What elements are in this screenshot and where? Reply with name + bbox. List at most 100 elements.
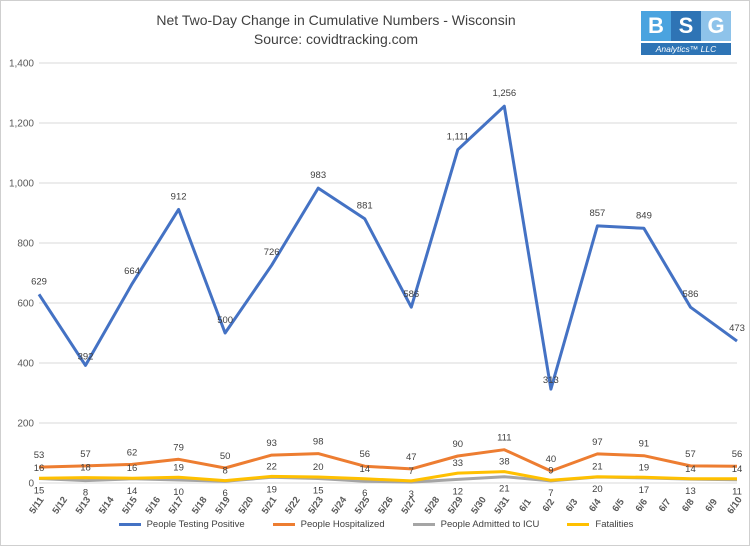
data-label: 14 [732,464,743,475]
x-tick-label: 5/22 [283,495,303,516]
legend-swatch [412,523,435,526]
x-tick-label: 6/6 [634,497,651,514]
logo-letter-s: S [671,11,701,41]
data-label: 7 [548,488,553,499]
chart-title: Net Two-Day Change in Cumulative Numbers… [156,12,516,28]
data-label: 629 [31,276,47,287]
x-tick-label: 6/10 [725,495,745,516]
data-label: 33 [453,458,464,469]
data-label: 57 [685,449,696,460]
logo-letter-g: G [701,11,731,41]
data-label: 664 [124,266,140,277]
y-tick-label: 0 [28,479,34,490]
x-tick-label: 5/15 [120,494,140,516]
data-label: 21 [592,462,603,473]
data-label: 15 [34,486,45,497]
x-tick-label: 5/31 [492,494,512,516]
legend-item: People Hospitalized [272,519,385,530]
data-label: 857 [589,208,605,219]
x-tick-label: 5/16 [143,495,163,516]
legend-label: Fatalities [595,519,634,530]
data-label: 20 [592,484,603,495]
y-tick-label: 1,200 [9,119,34,130]
x-tick-label: 5/24 [330,494,350,516]
data-label: 313 [543,375,559,386]
y-tick-label: 800 [17,239,34,250]
x-tick-label: 6/9 [703,497,720,514]
data-label: 91 [639,439,650,450]
data-label: 1,111 [447,132,469,143]
data-label: 111 [497,433,511,444]
legend-swatch [272,523,295,526]
data-label: 912 [171,191,187,202]
x-tick-label: 5/23 [306,495,326,516]
y-tick-label: 600 [17,299,34,310]
data-label: 3 [409,489,414,500]
x-tick-label: 5/20 [237,495,257,516]
x-tick-label: 5/18 [190,495,210,516]
data-label: 16 [127,463,138,474]
x-tick-label: 6/2 [541,497,558,514]
chart-subtitle: Source: covidtracking.com [253,31,419,47]
x-tick-label: 5/30 [469,495,489,516]
x-tick-label: 6/5 [610,496,627,514]
data-label: 726 [264,247,280,258]
y-tick-label: 200 [17,419,34,430]
data-label: 22 [266,461,277,472]
legend-label: People Hospitalized [300,519,385,530]
legend-item: People Admitted to ICU [412,519,540,530]
data-label: 47 [406,452,417,463]
data-label: 79 [173,442,184,453]
data-label: 18 [80,463,91,474]
data-label: 881 [357,201,373,212]
data-label: 586 [403,289,419,300]
data-label: 38 [499,457,510,468]
x-tick-label: 6/7 [657,497,674,514]
data-label: 14 [127,486,138,497]
y-tick-label: 1,400 [9,59,34,70]
x-tick-label: 5/14 [97,494,117,516]
y-tick-label: 1,000 [9,179,34,190]
data-label: 21 [499,484,510,495]
data-label: 12 [453,486,464,497]
data-label: 50 [220,451,231,462]
x-tick-label: 6/8 [680,497,697,514]
chart-title-block: Net Two-Day Change in Cumulative Numbers… [121,11,551,49]
data-label: 19 [639,462,650,473]
data-label: 983 [310,170,326,181]
data-label: 6 [222,488,227,499]
data-label: 6 [362,488,367,499]
data-label: 8 [83,488,88,499]
x-tick-label: 6/4 [587,496,604,514]
data-label: 90 [453,439,464,450]
data-label: 97 [592,437,603,448]
data-label: 93 [266,438,277,449]
data-label: 13 [685,486,696,497]
logo-tagline: Analytics™ LLC [641,43,731,55]
data-label: 392 [78,351,94,362]
data-label: 57 [80,449,91,460]
data-label: 19 [266,484,277,495]
legend-label: People Testing Positive [146,519,245,530]
data-label: 56 [359,449,370,460]
data-label: 19 [173,462,184,473]
data-label: 11 [732,487,742,498]
data-label: 14 [359,464,370,475]
data-label: 586 [683,289,699,300]
data-label: 20 [313,462,324,473]
data-label: 16 [34,463,45,474]
legend-swatch [567,523,590,526]
data-label: 56 [732,449,743,460]
y-tick-label: 400 [17,359,34,370]
series-line-fatalities [38,470,737,483]
data-label: 500 [217,315,233,326]
data-label: 8 [222,466,227,477]
x-tick-label: 5/26 [376,495,396,516]
bsg-analytics-logo: B S G Analytics™ LLC [641,11,731,55]
x-tick-label: 5/12 [50,495,70,516]
data-label: 17 [639,485,650,496]
legend-label: People Admitted to ICU [440,519,540,530]
data-label: 7 [409,466,414,477]
